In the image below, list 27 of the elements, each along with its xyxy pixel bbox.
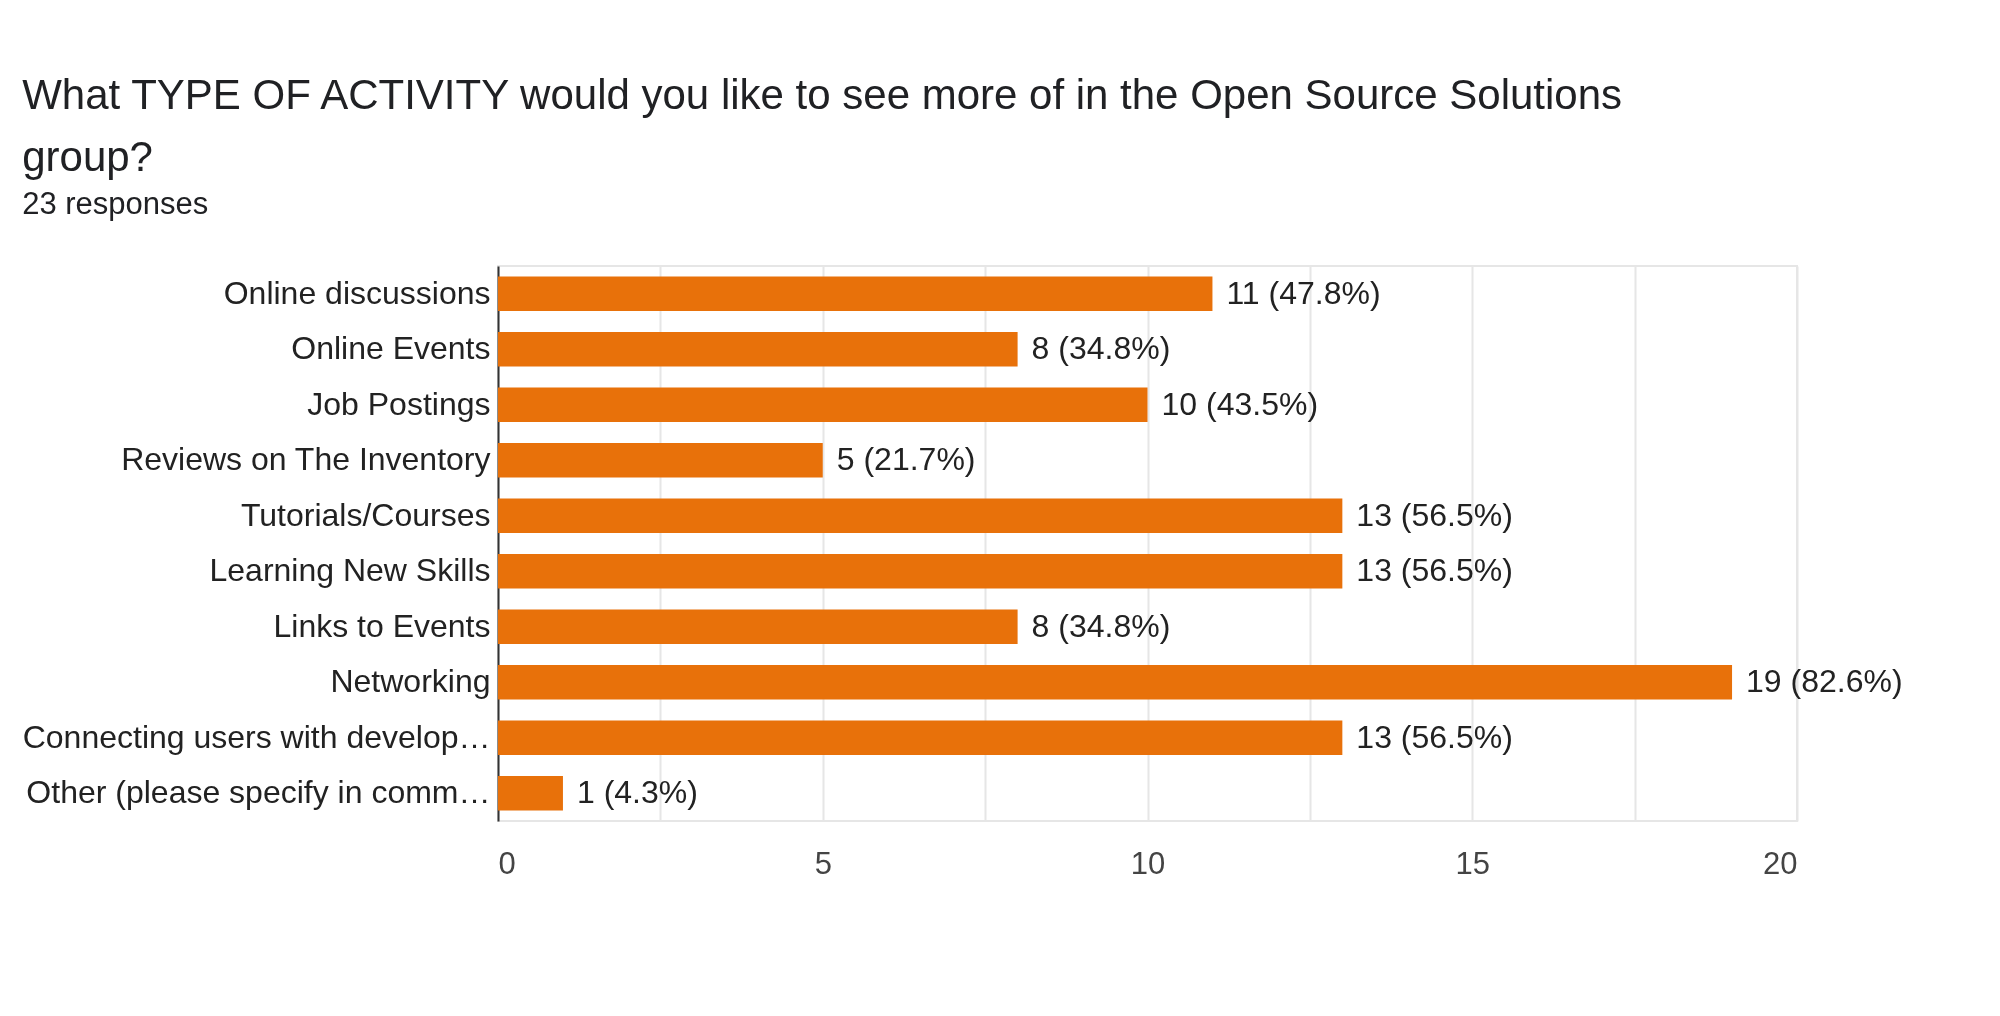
data-label: 8 (34.8%) xyxy=(1031,330,1171,367)
y-tick-label: Online Events xyxy=(291,330,491,367)
data-label: 13 (56.5%) xyxy=(1356,552,1513,589)
data-label: 13 (56.5%) xyxy=(1356,718,1513,755)
y-tick-label: Learning New Skills xyxy=(209,552,491,589)
x-tick-label: 0 xyxy=(498,845,516,881)
x-tick-label: 10 xyxy=(1130,845,1166,881)
x-tick-label: 20 xyxy=(1763,845,1798,881)
y-tick-label: Tutorials/Courses xyxy=(240,496,491,533)
y-tick-label: Other (please specify in comm… xyxy=(26,774,491,811)
y-tick-label: Reviews on The Inventory xyxy=(121,441,491,478)
data-label: 1 (4.3%) xyxy=(576,774,698,811)
data-label: 5 (21.7%) xyxy=(836,441,976,478)
chart-title: What TYPE OF ACTIVITY would you like to see more of in the Open Source Solutions group? xyxy=(22,71,1623,180)
x-tick-label: 15 xyxy=(1455,845,1490,881)
data-label: 8 (34.8%) xyxy=(1031,607,1171,644)
y-tick-label: Connecting users with develop… xyxy=(22,718,491,755)
data-label: 19 (82.6%) xyxy=(1746,663,1903,700)
data-label: 11 (47.8%) xyxy=(1226,274,1381,311)
y-tick-label: Job Postings xyxy=(307,385,491,422)
x-tick-label: 5 xyxy=(814,845,832,881)
y-tick-label: Networking xyxy=(330,663,491,700)
y-tick-label: Online discussions xyxy=(223,274,491,311)
text: 23 responses xyxy=(22,186,209,221)
data-label: 13 (56.5%) xyxy=(1356,496,1513,533)
data-label: 10 (43.5%) xyxy=(1161,385,1319,422)
y-tick-label: Links to Events xyxy=(273,607,491,644)
